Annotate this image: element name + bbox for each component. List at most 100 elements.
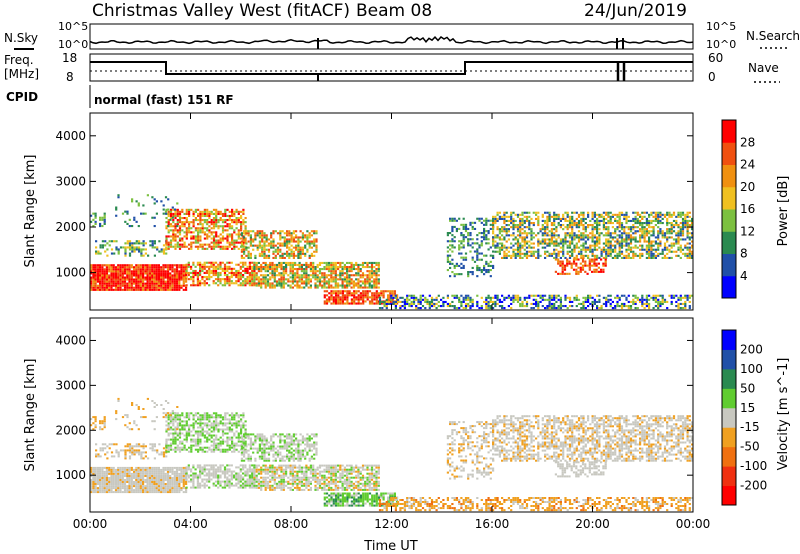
heatmap-cell bbox=[131, 248, 134, 251]
heatmap-cell bbox=[228, 210, 231, 213]
heatmap-cell bbox=[217, 239, 220, 242]
heatmap-cell bbox=[208, 212, 211, 215]
heatmap-cell bbox=[410, 294, 413, 297]
heatmap-cell bbox=[210, 231, 213, 234]
heatmap-cell bbox=[632, 294, 635, 297]
heatmap-cell bbox=[366, 280, 369, 283]
heatmap-cell bbox=[528, 240, 531, 243]
heatmap-cell bbox=[361, 276, 365, 279]
heatmap-cell bbox=[128, 485, 131, 488]
heatmap-cell bbox=[289, 263, 292, 266]
heatmap-cell bbox=[568, 224, 572, 227]
heatmap-cell bbox=[498, 246, 501, 249]
heatmap-cell bbox=[119, 475, 122, 477]
heatmap-cell bbox=[235, 241, 238, 244]
heatmap-cell bbox=[157, 286, 160, 289]
heatmap-cell bbox=[137, 276, 140, 279]
heatmap-cell bbox=[94, 472, 97, 475]
heatmap-cell bbox=[555, 226, 558, 229]
heatmap-cell bbox=[553, 215, 556, 218]
nave-tick-low: 0 bbox=[708, 70, 716, 84]
heatmap-cell bbox=[108, 266, 111, 269]
heatmap-cell bbox=[572, 260, 576, 263]
heatmap-cell bbox=[309, 270, 312, 273]
heatmap-cell bbox=[117, 280, 120, 283]
heatmap-cell bbox=[275, 270, 279, 273]
heatmap-cell bbox=[292, 252, 295, 255]
heatmap-cell bbox=[153, 198, 156, 201]
heatmap-cell bbox=[105, 276, 108, 279]
heatmap-cell bbox=[146, 483, 149, 485]
heatmap-cell bbox=[313, 250, 316, 253]
heatmap-cell bbox=[151, 286, 154, 289]
heatmap-cell bbox=[399, 307, 402, 310]
heatmap-cell bbox=[557, 252, 560, 255]
heatmap-cell bbox=[591, 240, 594, 243]
heatmap-cell bbox=[157, 266, 160, 269]
heatmap-cell bbox=[121, 483, 124, 485]
heatmap-cell bbox=[467, 275, 470, 278]
heatmap-cell bbox=[251, 276, 254, 279]
heatmap-cell bbox=[126, 266, 129, 269]
heatmap-cell bbox=[654, 248, 657, 251]
heatmap-cell bbox=[171, 266, 174, 269]
heatmap-cell bbox=[181, 237, 184, 240]
heatmap-cell bbox=[357, 296, 360, 299]
nave-label: Nave bbox=[748, 61, 779, 75]
heatmap-cell bbox=[521, 224, 524, 227]
heatmap-cell bbox=[666, 240, 669, 243]
heatmap-cell bbox=[335, 300, 338, 303]
heatmap-cell bbox=[299, 230, 302, 233]
heatmap-cell bbox=[251, 282, 254, 285]
heatmap-cell bbox=[135, 246, 138, 249]
heatmap-cell bbox=[435, 302, 438, 305]
heatmap-cell bbox=[101, 485, 104, 488]
heatmap-cell bbox=[126, 284, 129, 287]
heatmap-cell bbox=[285, 261, 288, 264]
heatmap-cell bbox=[300, 278, 303, 281]
heatmap-cell bbox=[119, 491, 122, 494]
heatmap-cell bbox=[625, 222, 628, 225]
heatmap-cell bbox=[146, 466, 149, 469]
heatmap-cell bbox=[325, 286, 328, 289]
heatmap-cell bbox=[355, 284, 358, 287]
heatmap-cell bbox=[178, 270, 181, 273]
heatmap-cell bbox=[339, 272, 342, 275]
heatmap-cell bbox=[99, 288, 102, 291]
heatmap-cell bbox=[217, 280, 220, 283]
heatmap-cell bbox=[153, 477, 156, 479]
heatmap-cell bbox=[301, 252, 304, 255]
heatmap-cell bbox=[240, 223, 243, 226]
heatmap-cell bbox=[688, 294, 691, 297]
heatmap-cell bbox=[208, 210, 211, 213]
heatmap-cell bbox=[203, 212, 206, 215]
heatmap-cell bbox=[389, 292, 392, 295]
heatmap-cell bbox=[99, 252, 102, 255]
heatmap-cell bbox=[532, 242, 535, 245]
heatmap-cell bbox=[553, 298, 556, 301]
heatmap-cell bbox=[253, 263, 256, 266]
heatmap-cell bbox=[96, 268, 99, 271]
heatmap-cell bbox=[325, 263, 328, 266]
heatmap-cell bbox=[616, 222, 619, 225]
heatmap-cell bbox=[245, 230, 248, 233]
heatmap-cell bbox=[176, 219, 179, 222]
heatmap-cell bbox=[94, 481, 97, 483]
heatmap-cell bbox=[140, 252, 143, 255]
heatmap-cell bbox=[249, 252, 252, 255]
heatmap-cell bbox=[573, 234, 576, 237]
heatmap-cell bbox=[108, 244, 111, 247]
heatmap-cell bbox=[144, 248, 147, 251]
heatmap-cell bbox=[591, 238, 594, 241]
heatmap-cell bbox=[627, 228, 630, 231]
heatmap-cell bbox=[629, 226, 633, 229]
heatmap-cell bbox=[688, 211, 691, 214]
heatmap-cell bbox=[650, 213, 653, 216]
heatmap-cell bbox=[224, 219, 227, 222]
heatmap-cell bbox=[485, 230, 488, 233]
heatmap-cell bbox=[208, 271, 211, 274]
heatmap-cell bbox=[600, 258, 603, 261]
heatmap-cell bbox=[573, 224, 576, 227]
heatmap-cell bbox=[128, 268, 131, 271]
heatmap-cell bbox=[92, 280, 95, 283]
